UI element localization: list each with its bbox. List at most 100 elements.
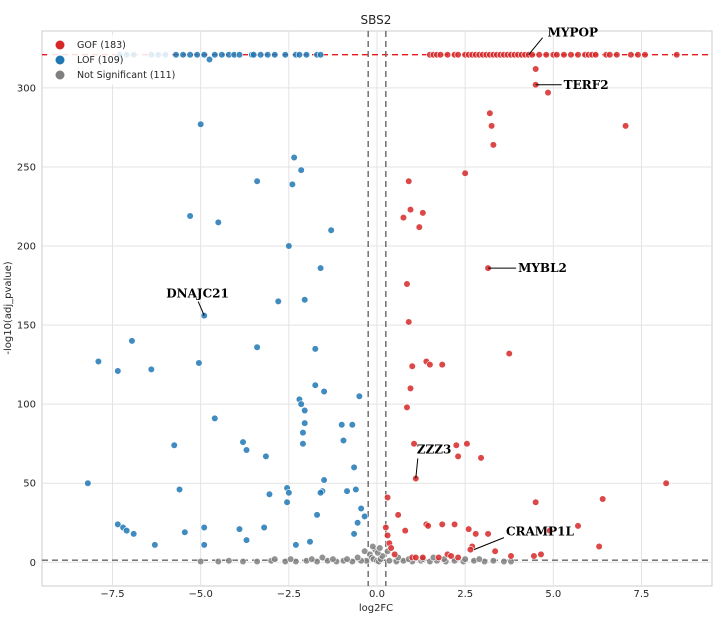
- gof-point: [454, 51, 462, 59]
- not-significant-point: [253, 557, 261, 566]
- gof-point: [405, 318, 413, 326]
- gof-point: [419, 209, 427, 217]
- not-significant-point: [271, 555, 279, 563]
- legend-label-gof: GOF (183): [77, 40, 126, 51]
- gof-point: [567, 51, 575, 59]
- lof-point: [200, 51, 208, 59]
- y-tick-label: 300: [17, 83, 36, 94]
- y-tick-label: 0: [30, 558, 36, 569]
- lof-point: [123, 527, 131, 535]
- gof-point: [542, 51, 550, 59]
- not-significant-point: [461, 555, 469, 563]
- gof-point: [405, 177, 413, 185]
- x-tick-label: 0.0: [369, 589, 385, 600]
- gof-point: [535, 51, 543, 59]
- x-tick-label: 7.5: [634, 589, 650, 600]
- gof-point: [484, 530, 492, 538]
- gof-point: [403, 280, 411, 288]
- lof-point: [338, 421, 346, 429]
- gof-point: [599, 495, 607, 503]
- gof-point: [436, 51, 445, 59]
- lof-point: [172, 51, 180, 59]
- not-significant-point: [500, 557, 508, 566]
- gof-point: [477, 454, 485, 462]
- gof-point: [452, 441, 460, 449]
- gof-point: [399, 213, 408, 222]
- lof-point: [301, 419, 309, 427]
- not-significant-point: [376, 544, 384, 552]
- lof-point: [218, 51, 226, 59]
- lof-point: [214, 218, 222, 226]
- annotation-label-zzz3: ZZZ3: [417, 442, 452, 456]
- chart-title: SBS2: [361, 13, 392, 27]
- lof-point: [297, 400, 305, 408]
- lof-point: [306, 538, 314, 546]
- annotation-label-mybl2: MYBL2: [518, 261, 567, 275]
- lof-point: [354, 519, 362, 527]
- lof-point: [211, 51, 219, 59]
- lof-point: [285, 489, 293, 497]
- gof-point: [546, 527, 554, 535]
- x-axis-label: log2FC: [359, 603, 393, 614]
- lof-point: [179, 51, 187, 59]
- lof-point: [302, 51, 311, 59]
- lof-point: [311, 381, 319, 389]
- gof-point: [412, 553, 420, 562]
- lof-point: [200, 312, 208, 320]
- lof-point: [292, 541, 300, 549]
- lof-point: [343, 487, 351, 495]
- gof-point: [447, 552, 455, 560]
- lof-point: [181, 528, 189, 536]
- lof-point: [295, 51, 304, 59]
- lof-point: [147, 365, 155, 373]
- not-significant-point: [489, 557, 497, 565]
- lof-point: [175, 485, 184, 494]
- gof-point: [486, 109, 494, 117]
- gof-point: [465, 525, 473, 533]
- legend-box: [47, 35, 172, 85]
- gof-point: [574, 51, 582, 59]
- gof-point: [454, 553, 462, 562]
- gof-point: [634, 51, 642, 59]
- lof-point: [151, 541, 159, 549]
- x-tick-label: −7.5: [100, 589, 124, 600]
- gof-point: [560, 51, 568, 59]
- gof-point: [528, 51, 536, 59]
- gof-point: [530, 552, 538, 560]
- lof-point: [316, 264, 325, 272]
- gof-point: [532, 498, 540, 506]
- not-significant-point: [329, 555, 337, 563]
- y-axis-label: -log10(adj_pvalue): [3, 261, 14, 354]
- gof-point: [394, 511, 402, 519]
- lof-point: [288, 180, 296, 188]
- gof-point: [491, 547, 499, 555]
- gof-point: [415, 223, 423, 231]
- grid: [42, 31, 712, 586]
- lof-point: [299, 440, 307, 448]
- lof-point: [200, 541, 208, 549]
- lof-point: [297, 166, 305, 174]
- gof-point: [553, 51, 561, 59]
- lof-point: [260, 523, 268, 532]
- gof-point: [574, 522, 582, 530]
- lof-point: [316, 489, 325, 497]
- lof-point: [265, 490, 274, 498]
- legend-label-not-significant: Not Significant (111): [77, 70, 175, 81]
- lof-point: [257, 51, 265, 59]
- lof-point: [355, 392, 363, 400]
- not-significant-point: [475, 555, 483, 563]
- lof-point: [348, 421, 356, 429]
- gof-point: [507, 552, 515, 560]
- lof-point: [350, 463, 358, 472]
- legend: GOF (183) LOF (109) Not Significant (111…: [47, 35, 175, 85]
- not-significant-point: [308, 555, 316, 563]
- gof-point: [406, 384, 415, 392]
- x-tick-label: −2.5: [277, 589, 301, 600]
- y-tick-label: 150: [17, 321, 36, 332]
- lof-point: [352, 485, 360, 494]
- gof-point: [673, 51, 681, 59]
- y-tick-labels: 0 50 100 150 200 250 300: [17, 83, 36, 568]
- gof-point: [488, 122, 496, 130]
- gof-point: [466, 546, 475, 554]
- gof-point: [606, 51, 614, 59]
